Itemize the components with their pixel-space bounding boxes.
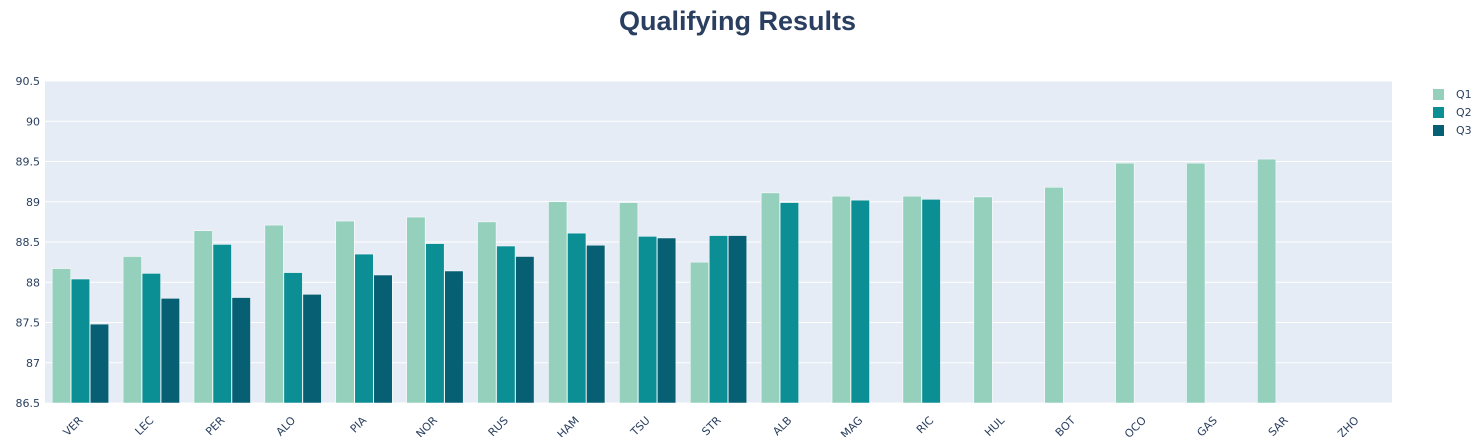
bar-q2-mag[interactable] <box>850 199 870 404</box>
bar-q3-nor[interactable] <box>444 270 464 404</box>
x-tick-label: PIA <box>348 414 370 436</box>
bar-q2-per[interactable] <box>212 244 232 404</box>
legend-swatch <box>1433 125 1444 136</box>
bar-q1-ric[interactable] <box>902 195 922 404</box>
x-tick-label: TSU <box>627 414 652 437</box>
bar-q1-alo[interactable] <box>264 224 284 404</box>
bar-q3-per[interactable] <box>231 297 251 404</box>
y-tick-label: 86.5 <box>16 397 41 410</box>
x-tick-label: NOR <box>414 414 441 437</box>
x-tick-label: HAM <box>555 414 582 437</box>
bar-q1-ver[interactable] <box>51 268 71 404</box>
bar-q1-nor[interactable] <box>406 216 426 404</box>
legend-item-q3[interactable]: Q3 <box>1433 124 1472 137</box>
legend-item-q1[interactable]: Q1 <box>1433 88 1472 101</box>
bar-q1-gas[interactable] <box>1186 162 1206 404</box>
legend[interactable]: Q1 Q2 Q3 <box>1433 88 1472 137</box>
bar-q3-alo[interactable] <box>302 294 322 404</box>
x-axis: VER LEC PER ALO PIA NOR RUS HAM TSU STR ALB MAG RIC H… <box>61 413 1362 437</box>
bar-q2-tsu[interactable] <box>638 236 658 404</box>
legend-label: Q3 <box>1456 124 1472 137</box>
x-tick-label: HUL <box>982 413 1008 437</box>
chart-title: Qualifying Results <box>618 6 857 36</box>
x-tick-label: ZHO <box>1335 414 1362 437</box>
y-tick-label: 90 <box>26 115 40 128</box>
bar-q2-alo[interactable] <box>283 272 303 404</box>
bar-q3-ver[interactable] <box>89 323 109 404</box>
x-tick-label: RUS <box>486 414 511 437</box>
bar-q1-hul[interactable] <box>973 196 993 404</box>
bar-q1-rus[interactable] <box>477 221 497 404</box>
bar-q1-bot[interactable] <box>1044 187 1064 404</box>
bar-q1-mag[interactable] <box>831 195 851 404</box>
y-tick-label: 87 <box>26 357 40 370</box>
bar-q2-ric[interactable] <box>921 199 941 404</box>
bar-q1-sar[interactable] <box>1257 158 1277 404</box>
x-tick-label: BOT <box>1053 414 1078 437</box>
bar-q1-lec[interactable] <box>122 256 142 404</box>
bar-q1-oco[interactable] <box>1115 162 1135 404</box>
legend-label: Q2 <box>1456 106 1472 119</box>
bar-q2-lec[interactable] <box>141 273 161 404</box>
bar-q1-pia[interactable] <box>335 220 355 404</box>
bar-q2-ver[interactable] <box>70 278 90 404</box>
x-tick-label: VER <box>61 414 86 437</box>
bar-q1-per[interactable] <box>193 230 213 404</box>
bar-q3-pia[interactable] <box>373 274 393 404</box>
bar-q2-rus[interactable] <box>496 245 516 404</box>
x-tick-label: RIC <box>914 414 937 437</box>
y-tick-label: 88.5 <box>16 236 41 249</box>
bars <box>51 158 1277 404</box>
x-tick-label: OCO <box>1122 414 1149 437</box>
x-tick-label: ALB <box>770 414 794 437</box>
x-tick-label: GAS <box>1194 414 1219 437</box>
bar-q2-alb[interactable] <box>779 202 799 404</box>
bar-q3-lec[interactable] <box>160 298 180 404</box>
bar-q2-nor[interactable] <box>425 243 445 404</box>
x-tick-label: SAR <box>1266 414 1291 437</box>
y-tick-label: 90.5 <box>16 75 41 88</box>
bar-q3-rus[interactable] <box>515 256 535 404</box>
bar-q2-pia[interactable] <box>354 253 374 404</box>
x-tick-label: ALO <box>274 414 299 437</box>
x-tick-label: PER <box>203 414 227 437</box>
y-tick-label: 89.5 <box>16 156 41 169</box>
x-tick-label: STR <box>699 414 724 437</box>
bar-q1-tsu[interactable] <box>619 202 639 404</box>
x-tick-label: LEC <box>133 414 157 437</box>
legend-label: Q1 <box>1456 88 1472 101</box>
bar-q2-str[interactable] <box>709 235 728 404</box>
y-axis: 86.5 87 87.5 88 88.5 89 89.5 90 90.5 <box>16 75 41 410</box>
y-tick-label: 88 <box>26 276 40 289</box>
y-tick-label: 89 <box>26 196 40 209</box>
bar-q3-ham[interactable] <box>586 244 606 404</box>
bar-q2-ham[interactable] <box>567 232 587 404</box>
legend-swatch <box>1433 89 1444 100</box>
bar-q1-ham[interactable] <box>548 201 568 404</box>
bar-q1-alb[interactable] <box>760 192 780 404</box>
bar-q3-tsu[interactable] <box>657 237 677 404</box>
y-tick-label: 87.5 <box>16 317 41 330</box>
bar-q3-str[interactable] <box>728 235 747 404</box>
x-tick-label: MAG <box>838 414 865 437</box>
legend-item-q2[interactable]: Q2 <box>1433 106 1472 119</box>
legend-swatch <box>1433 107 1444 118</box>
bar-q1-str[interactable] <box>690 261 709 404</box>
